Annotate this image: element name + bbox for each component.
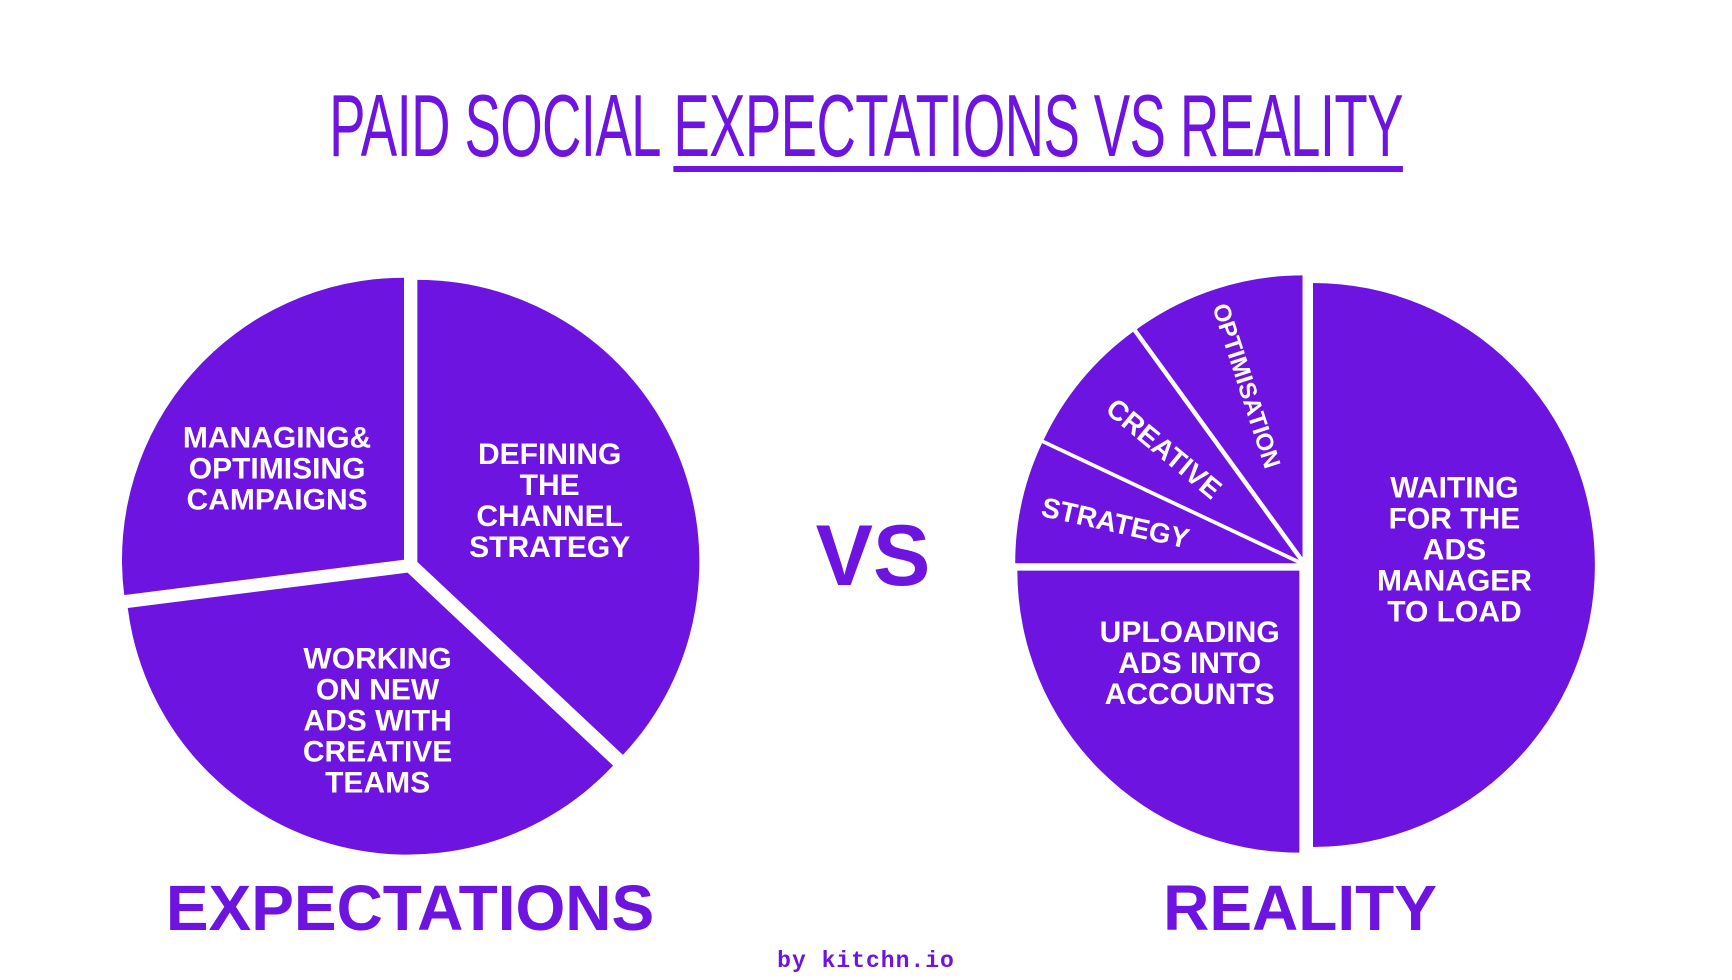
pie-0-slice-0 — [417, 279, 700, 755]
pie-0-slice-2-label-line: CAMPAIGNS — [187, 483, 368, 516]
pie-1-slice-2 — [1015, 443, 1298, 564]
pie-1-slice-0-label-line: WAITING — [1390, 472, 1518, 505]
pie-1-slice-0-label-line: FOR THE — [1389, 503, 1521, 536]
pie-1-slice-0-label-line: MANAGER — [1377, 565, 1532, 598]
pie-0-slice-0-label-line: STRATEGY — [469, 531, 630, 564]
title-part-1: PAID SOCIAL — [329, 76, 674, 175]
vs-label: VS — [816, 508, 931, 604]
pie-1-slice-1-label-line: ACCOUNTS — [1105, 678, 1275, 711]
pie-0-slice-0-label-line: THE — [520, 469, 580, 502]
pie-0-slice-1-label: WORKING ON NEW ADS WITH CREATIVE TEAMS — [303, 643, 452, 800]
expectations-title: EXPECTATIONS — [166, 872, 654, 944]
pie-0-slice-1-label-line: TEAMS — [325, 767, 430, 800]
pie-0-slice-1-label-line: CREATIVE — [303, 736, 452, 769]
pie-1-slice-1-label-line: UPLOADING — [1100, 616, 1280, 649]
pie-0-slice-1-label-line: WORKING — [303, 643, 451, 676]
pie-0-slice-2-label-line: MANAGING& — [183, 421, 371, 454]
pie-1-slice-4 — [1136, 275, 1303, 558]
reality-pie: WAITING FOR THE ADS MANAGER TO LOAD UPLOADING… — [1015, 275, 1595, 853]
pie-1-slice-1-label-line: ADS INTO — [1118, 647, 1261, 680]
pie-0-slice-0-label-line: DEFINING — [478, 438, 621, 471]
pie-1-slice-1-label: UPLOADING ADS INTO ACCOUNTS — [1100, 616, 1280, 711]
pie-0-slice-1-label-line: ADS WITH — [303, 705, 451, 738]
pie-1-slice-1 — [1017, 570, 1300, 853]
pie-0-slice-2-label-line: OPTIMISING — [189, 452, 366, 485]
pie-0-slice-2-label: MANAGING& OPTIMISING CAMPAIGNS — [183, 421, 371, 516]
pie-1-slice-0-label-line: ADS — [1423, 534, 1486, 567]
pie-1-slice-0-label-line: TO LOAD — [1387, 596, 1521, 629]
pie-1-slice-0 — [1313, 283, 1595, 847]
pie-0-slice-0-label: DEFINING THE CHANNEL STRATEGY — [469, 438, 630, 564]
pie-1-slice-0-label: WAITING FOR THE ADS MANAGER TO LOAD — [1377, 472, 1532, 629]
page-title: PAID SOCIAL EXPECTATIONS VS REALITY — [329, 82, 1403, 170]
pie-0-slice-1 — [127, 572, 614, 855]
title-part-2: EXPECTATIONS VS REALITY — [673, 76, 1403, 175]
footer-credit: by kitchn.io — [777, 948, 955, 974]
pie-0-slice-0-label-line: CHANNEL — [476, 500, 623, 533]
reality-title: REALITY — [1163, 872, 1437, 944]
pie-1-slice-3 — [1043, 331, 1299, 560]
pie-0-slice-2 — [121, 277, 404, 596]
pie-0-slice-1-label-line: ON NEW — [316, 674, 440, 707]
